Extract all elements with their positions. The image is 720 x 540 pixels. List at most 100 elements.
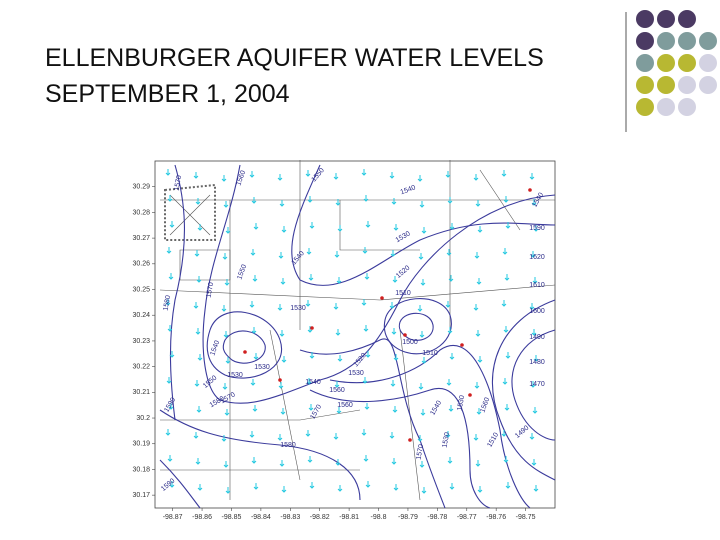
well-point <box>417 175 423 182</box>
contour-label: 1570 <box>206 282 216 299</box>
well-point <box>309 222 315 229</box>
well-point <box>279 330 285 337</box>
slide-title-line: SEPTEMBER 1, 2004 <box>45 80 290 108</box>
well-point <box>533 355 539 362</box>
well-point <box>333 173 339 180</box>
well-point <box>362 377 368 384</box>
well-point <box>280 408 286 415</box>
well-point <box>392 276 398 283</box>
well-point <box>476 278 482 285</box>
contour-label: 1470 <box>529 381 545 388</box>
well-point <box>335 199 341 206</box>
well-point <box>421 227 427 234</box>
well-point <box>529 303 535 310</box>
well-point <box>197 224 203 231</box>
contour-label: 1480 <box>529 359 545 366</box>
contour-label: 1540 <box>400 184 417 196</box>
well-point <box>529 433 535 440</box>
well-point <box>167 455 173 462</box>
decor-dots <box>636 10 717 116</box>
decor-dot <box>636 32 654 50</box>
well-point <box>196 276 202 283</box>
contour-label: 1590 <box>529 225 545 232</box>
well-point <box>389 302 395 309</box>
well-point <box>333 303 339 310</box>
decor-dot <box>636 10 654 28</box>
well-point <box>531 329 537 336</box>
y-tick-label: 30.21 <box>132 389 150 396</box>
well-point <box>249 431 255 438</box>
well-point <box>363 325 369 332</box>
well-point <box>365 351 371 358</box>
decor-dot <box>657 32 675 50</box>
x-tick-label: -98.84 <box>251 514 271 521</box>
decor-dot <box>636 54 654 72</box>
well-point <box>196 406 202 413</box>
well-point <box>309 482 315 489</box>
well-point <box>250 249 256 256</box>
well-point <box>223 461 229 468</box>
well-point <box>533 485 539 492</box>
map-frame <box>154 160 556 509</box>
well-point <box>390 250 396 257</box>
well-point <box>335 459 341 466</box>
well-point <box>448 275 454 282</box>
well-point <box>504 404 510 411</box>
contour-label: 1510 <box>395 290 411 297</box>
monitor-well <box>408 438 412 442</box>
monitor-well <box>528 188 532 192</box>
well-point <box>532 277 538 284</box>
well-point <box>364 273 370 280</box>
well-point <box>167 195 173 202</box>
well-point <box>197 354 203 361</box>
well-point <box>225 357 231 364</box>
well-point <box>503 196 509 203</box>
well-point <box>419 461 425 468</box>
well-point <box>193 172 199 179</box>
well-point <box>249 171 255 178</box>
x-tick-label: -98.8 <box>371 514 387 521</box>
contour-label: 1530 <box>290 305 306 312</box>
well-point <box>392 406 398 413</box>
well-point <box>253 223 259 230</box>
well-point <box>305 430 311 437</box>
well-point <box>419 331 425 338</box>
y-tick-label: 30.26 <box>132 261 150 268</box>
well-point <box>251 457 257 464</box>
well-point <box>420 279 426 286</box>
well-point <box>475 460 481 467</box>
x-tick-label: -98.79 <box>398 514 418 521</box>
y-tick-label: 30.17 <box>132 492 150 499</box>
decor-dot <box>678 10 696 28</box>
well-point <box>420 409 426 416</box>
y-tick-label: 30.19 <box>132 441 150 448</box>
well-point <box>364 403 370 410</box>
well-point <box>477 226 483 233</box>
contour-label: 1570 <box>174 175 184 192</box>
y-tick-label: 30.28 <box>132 209 150 216</box>
well-point <box>225 487 231 494</box>
well-point <box>504 274 510 281</box>
monitor-well <box>460 343 464 347</box>
contour-labels: 1570 1560 15501540154015301590152016201540… <box>160 167 545 493</box>
well-point <box>222 253 228 260</box>
well-point <box>224 279 230 286</box>
well-point <box>531 459 537 466</box>
well-point <box>307 196 313 203</box>
well-point <box>223 201 229 208</box>
well-point <box>169 221 175 228</box>
y-tick-label: 30.18 <box>132 466 150 473</box>
well-point <box>445 431 451 438</box>
well-point <box>391 458 397 465</box>
well-point <box>277 434 283 441</box>
well-point <box>505 482 511 489</box>
contour-label: 1510 <box>422 350 438 357</box>
well-point <box>474 252 480 259</box>
y-tick-label: 30.27 <box>132 235 150 242</box>
well-point <box>449 483 455 490</box>
decor-dot <box>699 32 717 50</box>
well-point <box>333 433 339 440</box>
well-point <box>363 195 369 202</box>
well-point <box>391 198 397 205</box>
